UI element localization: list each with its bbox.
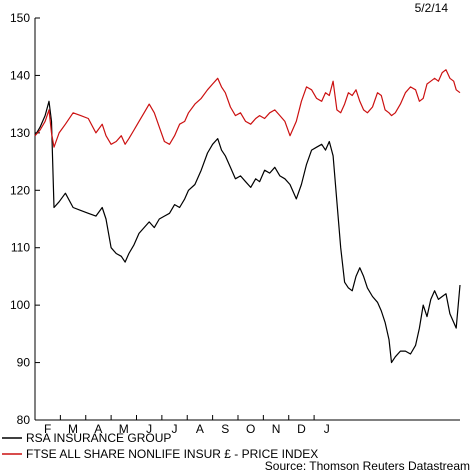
y-tick-label: 80 bbox=[17, 413, 31, 427]
x-tick-label: F bbox=[44, 422, 51, 436]
series-lines bbox=[34, 69, 461, 364]
y-tick-label: 110 bbox=[11, 241, 30, 255]
x-tick-label: J bbox=[172, 422, 178, 436]
x-tick-label: A bbox=[94, 422, 102, 436]
legend-label-0: RSA INSURANCE GROUP bbox=[26, 431, 171, 445]
y-tick-label: 100 bbox=[10, 298, 30, 312]
y-tick-label: 150 bbox=[10, 11, 30, 25]
x-tick-label: S bbox=[221, 422, 229, 436]
date-label: 5/2/14 bbox=[415, 1, 449, 15]
y-tick-label: 120 bbox=[10, 183, 30, 197]
x-tick-label: M bbox=[119, 422, 129, 436]
y-tick-label: 130 bbox=[10, 126, 30, 140]
y-tick-label: 90 bbox=[17, 356, 31, 370]
x-tick-label: J bbox=[146, 422, 152, 436]
x-tick-label: O bbox=[246, 422, 255, 436]
x-tick-label: N bbox=[272, 422, 281, 436]
x-tick-label: D bbox=[297, 422, 306, 436]
y-tick-label: 140 bbox=[10, 68, 30, 82]
legend: RSA INSURANCE GROUP FTSE ALL SHARE NONLIF… bbox=[2, 431, 318, 461]
legend-label-1: FTSE ALL SHARE NONLIFE INSUR £ - PRICE I… bbox=[26, 447, 318, 461]
x-tick-label: M bbox=[68, 422, 78, 436]
series-line-1 bbox=[34, 69, 461, 148]
x-tick-label: A bbox=[196, 422, 204, 436]
source-label: Source: Thomson Reuters Datastream bbox=[265, 459, 470, 473]
x-tick-label: J bbox=[324, 422, 330, 436]
y-axis: 80 90 100 110 120 130 140 150 bbox=[10, 11, 40, 427]
series-line-0 bbox=[34, 100, 461, 364]
